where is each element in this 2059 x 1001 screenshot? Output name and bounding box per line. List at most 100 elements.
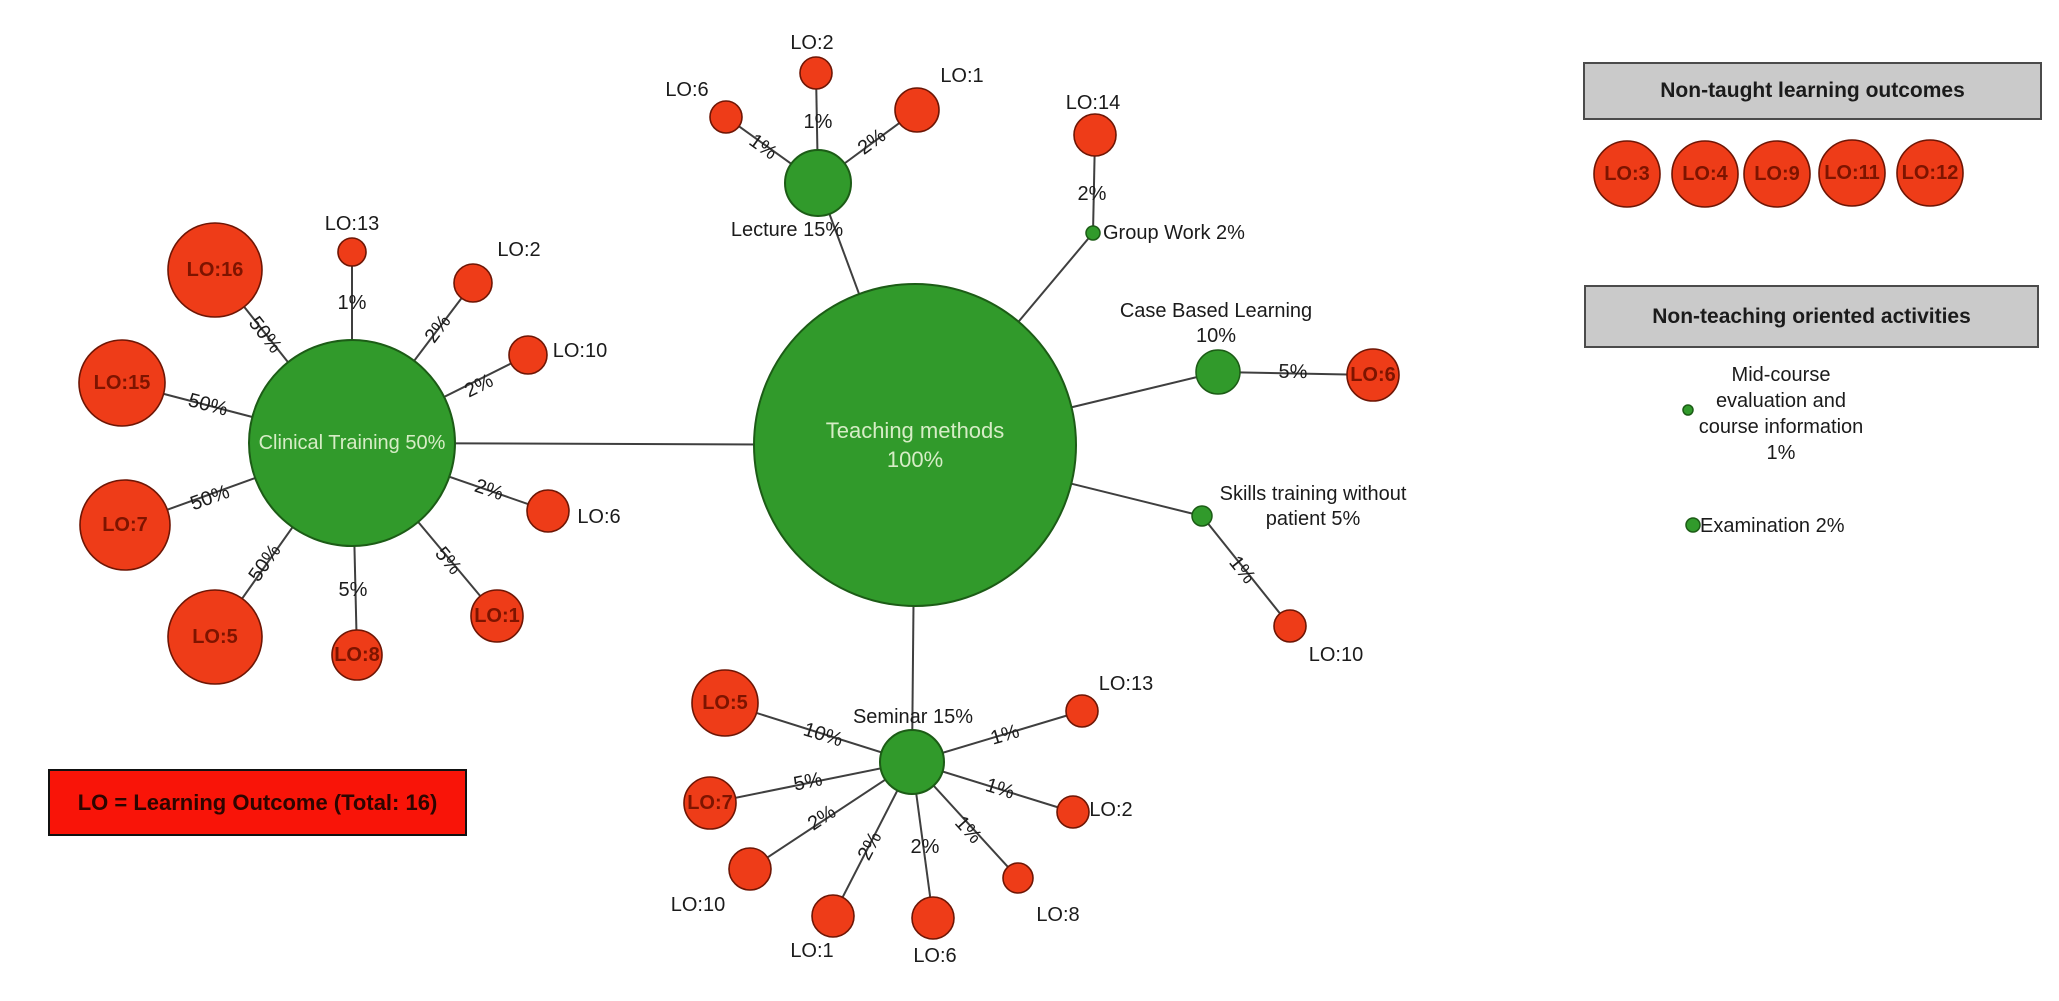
edge-label-cbl-lo-6: 5% (1278, 361, 1308, 384)
node-skills-lo-10 (1273, 609, 1307, 643)
node-label-skills-line-1: Skills training without (1220, 483, 1407, 505)
node-seminar-lo-2 (1056, 795, 1090, 829)
node-label-teaching-line-2: 100% (887, 447, 943, 472)
node-non-taught-lo-4 (1671, 140, 1739, 208)
node-label-seminar-lo-8: LO:8 (1036, 904, 1079, 926)
node-label-seminar-lo-6: LO:6 (913, 945, 956, 967)
node-label-non-taught-lo-9: LO:9 (1754, 163, 1800, 185)
node-label-clinical-lo-10: LO:10 (553, 340, 607, 362)
non-teaching-panel-header: Non-teaching oriented activities (1584, 285, 2039, 348)
node-groupwork-lo-14 (1073, 113, 1117, 157)
activity-dot-examination (1685, 517, 1701, 533)
edge-label-clinical-lo-8: 5% (339, 579, 368, 601)
node-clinical-lo-15 (78, 339, 166, 427)
node-label-skills-lo-10: LO:10 (1309, 644, 1363, 666)
node-clinical-lo-6 (526, 489, 570, 533)
edge-seminar-lo-7 (709, 761, 913, 804)
edge-skills-lo-10 (1201, 515, 1291, 627)
node-label-clinical-lo-5: LO:5 (192, 626, 238, 648)
activity-label-mid-course-evaluation-line-2: evaluation and (1716, 390, 1846, 412)
node-seminar-lo-5 (691, 669, 759, 737)
node-skills (1191, 505, 1213, 527)
edge-label-seminar-lo-1: 2% (854, 828, 887, 864)
node-cbl-lo-6 (1346, 348, 1400, 402)
node-label-non-taught-lo-3: LO:3 (1604, 163, 1650, 185)
edge-label-clinical-lo-10: 2% (461, 370, 497, 403)
node-label-lecture-lo-2: LO:2 (790, 32, 833, 54)
node-label-lecture-lo-1: LO:1 (940, 65, 983, 87)
edge-label-seminar-lo-13: 1% (988, 720, 1022, 749)
non-taught-panel-title: Non-taught learning outcomes (1660, 79, 1965, 102)
node-lecture-lo-2 (799, 56, 833, 90)
edge-label-seminar-lo-7: 5% (792, 768, 825, 795)
node-label-seminar-lo-7: LO:7 (687, 792, 733, 814)
edge-label-groupwork-lo-14: 2% (1078, 183, 1107, 205)
node-seminar-lo-6 (911, 896, 955, 940)
edge-label-clinical-lo-6: 2% (472, 475, 507, 505)
activity-dot-mid-course-evaluation (1682, 404, 1694, 416)
node-label-clinical-lo-2: LO:2 (497, 239, 540, 261)
activity-label-examination: Examination 2% (1700, 515, 1845, 537)
node-clinical-lo-13 (337, 237, 367, 267)
node-non-taught-lo-11 (1818, 139, 1886, 207)
node-label-lecture: Lecture 15% (731, 219, 844, 241)
edge-label-seminar-lo-2: 1% (983, 774, 1017, 804)
node-clinical-lo-10 (508, 335, 548, 375)
node-label-teaching-line-1: Teaching methods (826, 418, 1005, 443)
non-taught-panel-header: Non-taught learning outcomes (1583, 62, 2042, 120)
node-lecture-lo-1 (894, 87, 940, 133)
edge-label-clinical-lo-15: 50% (186, 389, 230, 420)
node-cbl (1195, 349, 1241, 395)
activity-label-mid-course-evaluation-line-4: 1% (1767, 442, 1796, 464)
node-teaching (753, 283, 1077, 607)
edge-label-seminar-lo-8: 1% (950, 812, 986, 848)
edge-label-clinical-lo-13: 1% (338, 292, 367, 314)
node-label-groupwork: Group Work 2% (1103, 222, 1245, 244)
node-label-non-taught-lo-4: LO:4 (1682, 163, 1728, 185)
edge-label-clinical-lo-7: 50% (187, 481, 232, 515)
node-label-lecture-lo-6: LO:6 (665, 79, 708, 101)
node-label-clinical-lo-6: LO:6 (577, 506, 620, 528)
node-label-clinical-lo-13: LO:13 (325, 213, 379, 235)
node-label-seminar-lo-5: LO:5 (702, 692, 748, 714)
lo-legend: LO = Learning Outcome (Total: 16) (48, 769, 467, 836)
node-clinical-lo-2 (453, 263, 493, 303)
node-non-taught-lo-3 (1593, 140, 1661, 208)
node-label-clinical-line-1: Clinical Training 50% (259, 432, 446, 454)
node-label-seminar-lo-13: LO:13 (1099, 673, 1153, 695)
node-label-groupwork-lo-14: LO:14 (1066, 92, 1120, 114)
node-label-clinical-lo-8: LO:8 (334, 644, 380, 666)
node-lecture (784, 149, 852, 217)
node-label-seminar: Seminar 15% (853, 706, 973, 728)
node-label-non-taught-lo-12: LO:12 (1902, 162, 1959, 184)
node-label-seminar-lo-1: LO:1 (790, 940, 833, 962)
edge-label-seminar-lo-6: 2% (911, 836, 940, 858)
node-seminar-lo-13 (1065, 694, 1099, 728)
node-seminar-lo-7 (683, 776, 737, 830)
activity-label-mid-course-evaluation-line-3: course information (1699, 416, 1864, 438)
node-clinical-lo-1 (470, 589, 524, 643)
node-clinical-lo-7 (79, 479, 171, 571)
node-clinical-lo-8 (331, 629, 383, 681)
node-clinical-lo-5 (167, 589, 263, 685)
node-seminar-lo-1 (811, 894, 855, 938)
node-non-taught-lo-12 (1896, 139, 1964, 207)
node-label-cbl-line-2: 10% (1196, 325, 1236, 347)
node-seminar-lo-8 (1002, 862, 1034, 894)
edge-label-lecture-lo-2: 1% (804, 111, 833, 133)
node-clinical (248, 339, 456, 547)
node-label-clinical-lo-15: LO:15 (94, 372, 151, 394)
node-label-clinical-lo-16: LO:16 (187, 259, 244, 281)
node-groupwork (1085, 225, 1101, 241)
node-non-taught-lo-9 (1743, 140, 1811, 208)
edge-label-lecture-lo-1: 2% (854, 124, 890, 159)
node-label-clinical-lo-7: LO:7 (102, 514, 148, 536)
node-seminar-lo-10 (728, 847, 772, 891)
node-lecture-lo-6 (709, 100, 743, 134)
node-label-seminar-lo-10: LO:10 (671, 894, 725, 916)
non-teaching-panel-title: Non-teaching oriented activities (1652, 304, 1971, 328)
node-label-cbl-lo-6: LO:6 (1350, 364, 1396, 386)
node-label-skills-line-2: patient 5% (1266, 508, 1361, 530)
